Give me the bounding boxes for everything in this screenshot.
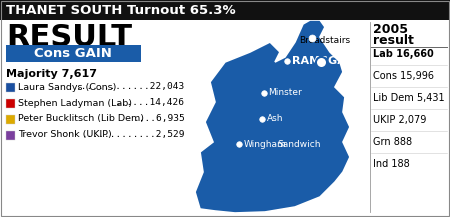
Text: Broadstairs: Broadstairs (299, 36, 350, 45)
Bar (0, 0, 450, 20)
Bar (6, 115, 15, 123)
Text: Majority 7,617: Majority 7,617 (6, 69, 97, 79)
Bar (6, 99, 15, 107)
Text: Cons GAIN: Cons GAIN (34, 47, 112, 60)
Text: Trevor Shonk (UKIP): Trevor Shonk (UKIP) (18, 130, 112, 140)
Text: 2005: 2005 (373, 23, 408, 36)
Text: Laura Sandys (Cons): Laura Sandys (Cons) (18, 82, 117, 92)
Text: Peter Bucklitsch (Lib Dem): Peter Bucklitsch (Lib Dem) (18, 115, 144, 123)
Text: THANET SOUTH Turnout 65.3%: THANET SOUTH Turnout 65.3% (6, 4, 236, 17)
Text: Wingham: Wingham (244, 140, 287, 149)
Polygon shape (195, 20, 350, 213)
Text: Lab 16,660: Lab 16,660 (373, 49, 434, 59)
Text: ....6,935: ....6,935 (133, 115, 185, 123)
Text: result: result (373, 34, 414, 47)
Text: Ind 188: Ind 188 (373, 159, 410, 169)
Text: UKIP 2,079: UKIP 2,079 (373, 115, 427, 125)
Text: .............22,043: .............22,043 (76, 82, 185, 92)
Bar (6, 82, 15, 92)
FancyBboxPatch shape (6, 45, 141, 62)
Text: ......14,426: ......14,426 (116, 99, 185, 107)
Text: Cons 15,996: Cons 15,996 (373, 71, 434, 81)
Text: Lib Dem 5,431: Lib Dem 5,431 (373, 93, 445, 103)
Text: Sandwich: Sandwich (277, 140, 321, 149)
Bar (6, 130, 15, 140)
Text: .............2,529: .............2,529 (81, 130, 185, 140)
Text: Stephen Ladyman (Lab): Stephen Ladyman (Lab) (18, 99, 132, 107)
Text: RAMSGATE: RAMSGATE (292, 56, 360, 66)
Text: Ash: Ash (267, 114, 283, 123)
Text: Minster: Minster (269, 88, 302, 97)
Text: Grn 888: Grn 888 (373, 137, 412, 147)
Text: RESULT: RESULT (6, 23, 132, 53)
